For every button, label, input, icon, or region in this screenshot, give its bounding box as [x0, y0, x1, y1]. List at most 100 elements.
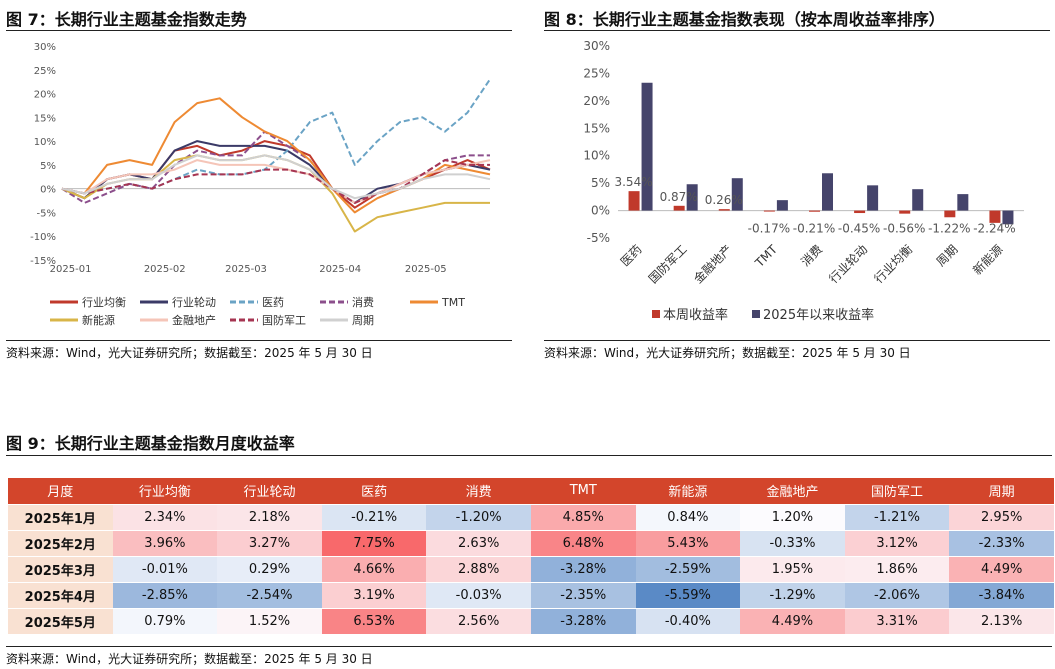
return-cell: 1.86% — [844, 555, 950, 582]
bar — [641, 82, 653, 211]
data-label: -0.21% — [793, 222, 835, 236]
bar — [718, 209, 730, 211]
column-header: 消费 — [426, 478, 531, 504]
fig7-title: 图 7：长期行业主题基金指数走势 — [6, 10, 247, 29]
monthly-return-table: 月度 行业均衡 行业轮动 医药 消费 TMT 新能源 金融地产 国防军工 周期 2025年1月 2.… — [8, 478, 1054, 634]
bar — [899, 210, 911, 214]
fig9-source-rule — [6, 646, 1052, 647]
column-header: 周期 — [949, 478, 1054, 504]
fig7-title-rule — [6, 30, 512, 31]
return-cell: 3.96% — [112, 529, 218, 556]
return-cell: -0.21% — [321, 503, 427, 530]
table-row: 2025年5月 0.79% 1.52% 6.53% 2.56% -3.28% -0.40% 4… — [8, 607, 1054, 634]
return-cell: 0.84% — [635, 503, 741, 530]
bar — [776, 200, 788, 211]
column-header: 行业均衡 — [112, 478, 218, 504]
return-cell: 3.12% — [844, 529, 950, 556]
return-cell: 2.34% — [112, 503, 218, 530]
return-cell: 2.88% — [426, 555, 531, 582]
table-header-row: 月度 行业均衡 行业轮动 医药 消费 TMT 新能源 金融地产 国防军工 周期 — [8, 478, 1054, 504]
column-header: 行业轮动 — [217, 478, 322, 504]
bar — [854, 210, 866, 214]
legend-label: 本周收益率 — [663, 307, 728, 323]
return-cell: -2.33% — [949, 529, 1054, 556]
table-row: 2025年1月 2.34% 2.18% -0.21% -1.20% 4.85% 0.84% 1… — [8, 503, 1054, 530]
y-tick-label: -10% — [30, 232, 56, 243]
data-label: -1.22% — [928, 222, 970, 236]
fig7-source-rule — [6, 340, 512, 341]
return-cell: -2.35% — [530, 581, 636, 608]
data-label: -2.24% — [973, 222, 1015, 236]
bar — [673, 205, 685, 211]
fig9-title-rule — [6, 455, 1052, 456]
return-cell: 2.63% — [426, 529, 531, 556]
x-tick-label: 金融地产 — [690, 242, 735, 287]
y-tick-label: -15% — [30, 256, 56, 267]
data-label: 0.87% — [660, 190, 698, 204]
x-tick-label: 行业均衡 — [871, 242, 915, 286]
return-cell: -0.40% — [635, 607, 741, 634]
column-header: 金融地产 — [740, 478, 845, 504]
data-label: 0.26% — [705, 193, 743, 207]
column-header: 月度 — [8, 478, 113, 504]
bar — [1002, 210, 1014, 225]
fig8-bar-chart: 30% 25% 20% 15% 10% 5% 0% -5% 3.54% 医药 0.87% 国防军工 0.… — [583, 39, 1024, 323]
legend-swatch — [652, 310, 660, 318]
series-line — [61, 159, 490, 204]
return-cell: 6.48% — [530, 529, 636, 556]
return-cell: -5.59% — [635, 581, 741, 608]
y-tick-label: 5% — [591, 176, 610, 190]
x-tick-label: 消费 — [798, 242, 825, 269]
fig8-title-rule — [544, 30, 1050, 31]
column-header: 国防军工 — [844, 478, 950, 504]
return-cell: -0.33% — [740, 529, 845, 556]
series-line — [61, 159, 491, 204]
return-cell: -1.20% — [426, 503, 531, 530]
return-cell: 4.85% — [530, 503, 636, 530]
return-cell: 2.13% — [949, 607, 1054, 634]
return-cell: 4.49% — [740, 607, 845, 634]
bar — [763, 210, 775, 212]
bar — [912, 189, 924, 211]
fig7-source: 资料来源：Wind，光大证券研究所；数据截至：2025 年 5 月 30 日 — [6, 346, 373, 360]
bar — [809, 210, 820, 212]
x-tick-label: 周期 — [934, 242, 961, 269]
x-tick-label: 2025-02 — [144, 264, 186, 275]
return-cell: -1.21% — [844, 503, 950, 530]
return-cell: 1.52% — [217, 607, 322, 634]
y-tick-label: 30% — [583, 39, 610, 53]
month-cell: 2025年5月 — [8, 607, 113, 634]
y-tick-label: -5% — [587, 231, 610, 245]
legend-label: 新能源 — [82, 313, 115, 327]
fig8-source: 资料来源：Wind，光大证券研究所；数据截至：2025 年 5 月 30 日 — [544, 346, 911, 360]
y-tick-label: -5% — [37, 208, 56, 219]
data-label: -0.17% — [748, 222, 790, 236]
month-cell: 2025年1月 — [8, 503, 113, 530]
series-line — [61, 97, 491, 214]
table-row: 2025年3月 -0.01% 0.29% 4.66% 2.88% -3.28% -2.59%… — [8, 555, 1054, 582]
return-cell: 2.95% — [949, 503, 1054, 530]
y-tick-label: 20% — [583, 94, 610, 108]
return-cell: 1.95% — [740, 555, 845, 582]
x-tick-label: 新能源 — [969, 242, 1005, 278]
bar — [822, 173, 833, 211]
return-cell: 4.66% — [321, 555, 427, 582]
y-tick-label: 20% — [34, 90, 56, 101]
return-cell: -0.03% — [426, 581, 531, 608]
return-cell: -2.54% — [217, 581, 322, 608]
return-cell: 3.27% — [217, 529, 322, 556]
return-cell: 0.29% — [217, 555, 322, 582]
return-cell: -2.06% — [844, 581, 950, 608]
legend-label: 2025年以来收益率 — [763, 307, 874, 323]
series-line — [61, 154, 491, 200]
y-tick-label: 30% — [34, 42, 56, 53]
fig9-source: 资料来源：Wind，光大证券研究所；数据截至：2025 年 5 月 30 日 — [6, 652, 373, 666]
series-line — [61, 140, 491, 204]
return-cell: -2.85% — [112, 581, 218, 608]
x-tick-label: 国防军工 — [645, 242, 690, 287]
legend-label: 消费 — [352, 295, 374, 309]
return-cell: -3.28% — [530, 607, 636, 634]
data-label: -0.56% — [883, 222, 925, 236]
table-row: 2025年2月 3.96% 3.27% 7.75% 2.63% 6.48% 5.43% -0.… — [8, 529, 1054, 556]
table-row: 2025年4月 -2.85% -2.54% 3.19% -0.03% -2.35% -5.5… — [8, 581, 1054, 608]
